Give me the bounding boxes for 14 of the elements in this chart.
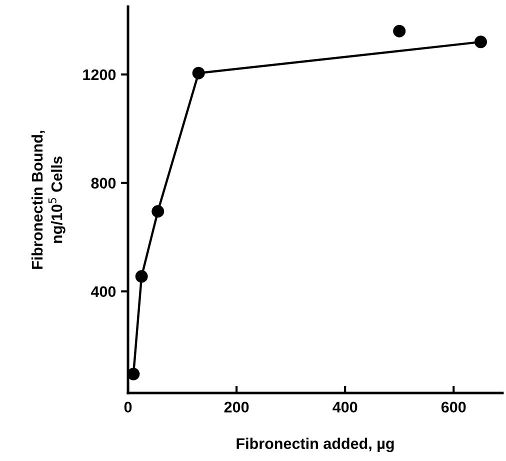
point [135, 270, 148, 283]
y-tick-label: 400 [90, 286, 116, 298]
y-tick-label: 800 [91, 178, 116, 189]
y-axis-title: Fibronectin Bound, ng/10$^{5}$ Cells [31, 130, 66, 269]
x-tick-label: 0 [124, 402, 132, 413]
point [192, 66, 205, 80]
x-tick-label: 200 [224, 402, 249, 413]
point [152, 205, 164, 218]
point [474, 36, 487, 48]
x-axis-title: Fibronectin added, µg [236, 438, 394, 452]
y-tick-label: 1200 [83, 69, 116, 80]
x-tick-label: 400 [332, 402, 358, 413]
x-tick-label: 600 [441, 402, 466, 413]
point [393, 24, 406, 38]
